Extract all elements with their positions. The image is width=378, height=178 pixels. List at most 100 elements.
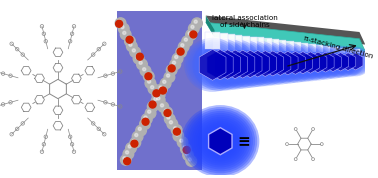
Polygon shape xyxy=(246,51,269,77)
Ellipse shape xyxy=(336,51,360,73)
Circle shape xyxy=(175,55,178,59)
Polygon shape xyxy=(348,53,363,70)
Polygon shape xyxy=(313,45,323,52)
Circle shape xyxy=(125,36,135,47)
Ellipse shape xyxy=(231,45,270,83)
Polygon shape xyxy=(254,51,276,77)
Polygon shape xyxy=(220,34,235,50)
Polygon shape xyxy=(231,50,255,78)
Ellipse shape xyxy=(200,46,240,83)
Ellipse shape xyxy=(242,49,273,79)
Ellipse shape xyxy=(219,41,266,87)
Ellipse shape xyxy=(184,38,241,92)
Ellipse shape xyxy=(187,111,253,171)
Circle shape xyxy=(182,36,192,46)
Ellipse shape xyxy=(290,50,316,75)
Polygon shape xyxy=(209,128,232,155)
Ellipse shape xyxy=(181,105,259,177)
Ellipse shape xyxy=(307,45,344,80)
Circle shape xyxy=(189,23,199,34)
Ellipse shape xyxy=(341,48,370,75)
Circle shape xyxy=(149,101,156,108)
Ellipse shape xyxy=(235,42,280,85)
Ellipse shape xyxy=(216,46,254,82)
Polygon shape xyxy=(206,15,365,44)
Circle shape xyxy=(152,89,163,100)
Circle shape xyxy=(183,146,190,153)
Polygon shape xyxy=(328,47,338,52)
Ellipse shape xyxy=(325,47,356,77)
Ellipse shape xyxy=(232,47,268,81)
Circle shape xyxy=(145,73,152,80)
Ellipse shape xyxy=(310,47,341,77)
Circle shape xyxy=(153,90,160,97)
Ellipse shape xyxy=(285,46,320,79)
Polygon shape xyxy=(340,53,356,70)
Circle shape xyxy=(136,53,143,60)
Circle shape xyxy=(154,91,158,95)
Polygon shape xyxy=(277,51,298,75)
Polygon shape xyxy=(293,52,313,74)
Polygon shape xyxy=(290,42,301,51)
Ellipse shape xyxy=(315,45,351,79)
Circle shape xyxy=(191,25,194,28)
Polygon shape xyxy=(340,53,356,70)
Polygon shape xyxy=(207,49,233,80)
Ellipse shape xyxy=(204,42,251,87)
Ellipse shape xyxy=(211,41,260,88)
Ellipse shape xyxy=(273,48,303,78)
Circle shape xyxy=(166,65,177,75)
Ellipse shape xyxy=(247,46,284,81)
Circle shape xyxy=(148,83,159,94)
Circle shape xyxy=(132,131,143,142)
Polygon shape xyxy=(301,52,320,73)
Ellipse shape xyxy=(322,51,344,73)
Circle shape xyxy=(188,158,192,161)
Text: ≡: ≡ xyxy=(237,134,250,149)
Circle shape xyxy=(144,116,147,119)
Ellipse shape xyxy=(217,40,268,89)
Circle shape xyxy=(143,71,154,82)
Ellipse shape xyxy=(266,42,310,84)
Ellipse shape xyxy=(212,43,258,86)
Circle shape xyxy=(141,114,152,124)
Circle shape xyxy=(146,73,149,76)
Polygon shape xyxy=(251,38,264,51)
Polygon shape xyxy=(262,51,284,76)
Ellipse shape xyxy=(318,48,348,76)
Circle shape xyxy=(194,20,197,23)
Ellipse shape xyxy=(248,48,282,80)
Polygon shape xyxy=(317,52,334,72)
Circle shape xyxy=(128,145,131,148)
Ellipse shape xyxy=(224,47,261,82)
Ellipse shape xyxy=(301,46,336,79)
Polygon shape xyxy=(277,51,298,75)
Ellipse shape xyxy=(345,52,366,71)
Ellipse shape xyxy=(304,49,332,75)
Ellipse shape xyxy=(342,49,369,74)
Circle shape xyxy=(160,78,171,89)
Circle shape xyxy=(145,108,156,119)
Circle shape xyxy=(147,101,158,112)
Ellipse shape xyxy=(209,39,262,89)
Ellipse shape xyxy=(234,49,266,79)
Circle shape xyxy=(152,95,162,106)
Polygon shape xyxy=(333,53,349,71)
Circle shape xyxy=(127,38,130,41)
Ellipse shape xyxy=(298,51,323,75)
Ellipse shape xyxy=(295,48,326,77)
Circle shape xyxy=(190,31,197,38)
Circle shape xyxy=(147,80,151,83)
Ellipse shape xyxy=(335,49,361,74)
Polygon shape xyxy=(199,49,226,80)
Ellipse shape xyxy=(334,48,362,75)
Ellipse shape xyxy=(204,127,236,156)
Ellipse shape xyxy=(239,46,277,82)
Polygon shape xyxy=(236,36,250,50)
Circle shape xyxy=(123,149,134,159)
Ellipse shape xyxy=(192,46,233,84)
Polygon shape xyxy=(215,50,240,79)
Ellipse shape xyxy=(314,51,337,73)
Circle shape xyxy=(163,80,166,83)
Ellipse shape xyxy=(271,47,305,79)
